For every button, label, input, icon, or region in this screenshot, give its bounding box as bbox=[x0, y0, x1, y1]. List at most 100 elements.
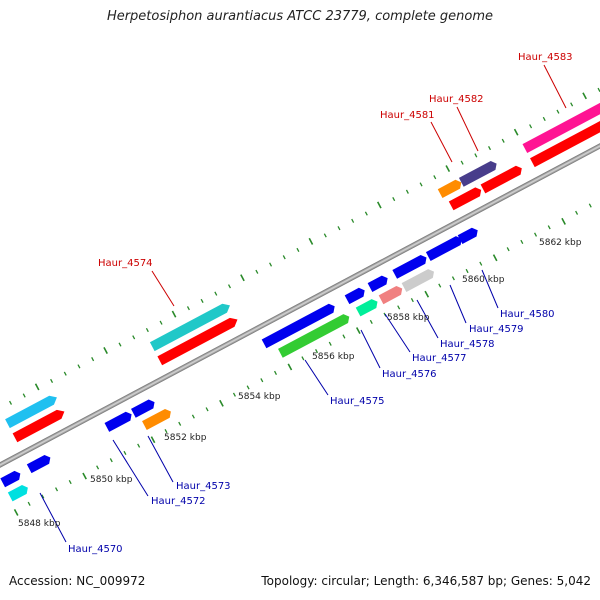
svg-text:Haur_4573: Haur_4573 bbox=[176, 481, 231, 492]
genome-strip bbox=[0, 87, 600, 516]
label-haur-4582[interactable]: Haur_4582 bbox=[429, 94, 484, 152]
major-tick bbox=[34, 383, 40, 391]
label-haur-4574[interactable]: Haur_4574 bbox=[98, 258, 175, 307]
minor-tick bbox=[342, 334, 346, 339]
major-tick bbox=[219, 399, 224, 407]
minor-tick bbox=[419, 182, 423, 187]
gene-haur-4578[interactable] bbox=[401, 267, 437, 292]
scale-label: 5856 kbp bbox=[312, 352, 355, 362]
minor-tick bbox=[145, 327, 149, 333]
minor-tick bbox=[547, 225, 551, 230]
minor-tick bbox=[323, 233, 327, 238]
minor-tick bbox=[556, 109, 560, 114]
gene-haur-4570[interactable] bbox=[0, 469, 22, 488]
label-haur-4581[interactable]: Haur_4581 bbox=[380, 110, 453, 163]
minor-tick bbox=[460, 160, 464, 165]
gene-block-forward-red-1[interactable] bbox=[12, 407, 67, 443]
gene-block-forward-red-5[interactable] bbox=[530, 114, 600, 168]
minor-tick bbox=[506, 247, 510, 252]
label-haur-4580[interactable]: Haur_4580 bbox=[481, 269, 555, 320]
scale-label: 5858 kbp bbox=[387, 313, 430, 323]
gene-haur-4575-green[interactable] bbox=[278, 312, 352, 358]
minor-tick bbox=[191, 414, 195, 419]
major-tick bbox=[376, 201, 382, 209]
topology-text: Topology: circular; Length: 6,346,587 bp… bbox=[261, 574, 591, 588]
label-haur-4579[interactable]: Haur_4579 bbox=[449, 284, 524, 335]
feature-tracks bbox=[0, 100, 600, 502]
minor-tick bbox=[364, 211, 368, 216]
major-tick bbox=[492, 254, 498, 262]
scale-label: 5850 kbp bbox=[90, 475, 133, 485]
gene-haur-4583[interactable] bbox=[522, 100, 600, 153]
label-haur-4577[interactable]: Haur_4577 bbox=[384, 313, 467, 364]
minor-tick bbox=[269, 262, 273, 267]
minor-tick bbox=[474, 153, 478, 158]
minor-tick bbox=[433, 175, 437, 180]
svg-text:Haur_4574: Haur_4574 bbox=[98, 258, 153, 269]
gene-haur-4572[interactable] bbox=[104, 410, 134, 432]
scale-labels: 5848 kbp 5850 kbp 5852 kbp 5854 kbp 5856… bbox=[18, 238, 582, 529]
gene-block-reverse-1[interactable] bbox=[26, 453, 53, 474]
major-tick bbox=[308, 237, 314, 245]
scale-label: 5860 kbp bbox=[462, 275, 505, 285]
minor-tick bbox=[465, 268, 469, 274]
gene-haur-4579[interactable] bbox=[392, 253, 428, 279]
gene-block-inner-1[interactable] bbox=[7, 483, 30, 502]
minor-tick bbox=[27, 501, 31, 506]
minor-tick bbox=[50, 378, 54, 384]
svg-text:Haur_4570: Haur_4570 bbox=[68, 544, 123, 555]
svg-text:Haur_4575: Haur_4575 bbox=[330, 396, 385, 407]
tick-row-top bbox=[9, 87, 600, 405]
major-tick bbox=[582, 92, 587, 100]
svg-text:Haur_4580: Haur_4580 bbox=[500, 309, 555, 320]
svg-text:Haur_4581: Haur_4581 bbox=[380, 110, 435, 121]
label-haur-4583[interactable]: Haur_4583 bbox=[518, 52, 573, 109]
minor-tick bbox=[575, 210, 579, 215]
minor-tick bbox=[282, 255, 286, 260]
gene-haur-4580[interactable] bbox=[425, 234, 464, 261]
gene-haur-4581[interactable] bbox=[437, 178, 464, 199]
gene-block-forward-red-4[interactable] bbox=[480, 164, 525, 194]
scale-label: 5862 kbp bbox=[539, 238, 582, 248]
label-haur-4573[interactable]: Haur_4573 bbox=[147, 435, 231, 492]
gene-haur-4582[interactable] bbox=[458, 159, 499, 187]
minor-tick bbox=[351, 218, 355, 223]
gene-block-reverse-4[interactable] bbox=[367, 274, 390, 292]
tick-row-bottom bbox=[13, 203, 592, 516]
gene-block-forward-red-3[interactable] bbox=[448, 185, 484, 211]
minor-tick bbox=[137, 443, 141, 448]
major-tick bbox=[103, 347, 108, 354]
gene-block-reverse-3[interactable] bbox=[344, 286, 367, 305]
major-tick bbox=[513, 128, 519, 136]
minor-tick bbox=[186, 306, 190, 311]
gene-block-forward-red-2[interactable] bbox=[157, 315, 239, 366]
gene-haur-4573[interactable] bbox=[142, 407, 173, 431]
minor-tick bbox=[451, 276, 455, 281]
map-title: Herpetosiphon aurantiacus ATCC 23779, co… bbox=[106, 9, 494, 24]
gene-block-reverse-5[interactable] bbox=[457, 226, 480, 245]
svg-text:Haur_4576: Haur_4576 bbox=[382, 369, 437, 380]
gene-block-reverse-2[interactable] bbox=[131, 398, 157, 418]
minor-tick bbox=[63, 371, 67, 376]
svg-text:Haur_4577: Haur_4577 bbox=[412, 353, 467, 364]
gene-haur-4575[interactable] bbox=[261, 302, 337, 349]
gene-haur-4574[interactable] bbox=[149, 301, 232, 352]
gene-haur-4576[interactable] bbox=[355, 297, 380, 317]
minor-tick bbox=[96, 465, 100, 470]
label-haur-4575[interactable]: Haur_4575 bbox=[304, 359, 385, 407]
label-haur-4572[interactable]: Haur_4572 bbox=[112, 439, 206, 507]
scale-label: 5854 kbp bbox=[238, 392, 281, 402]
minor-tick bbox=[255, 269, 259, 274]
minor-tick bbox=[118, 342, 122, 347]
gene-block-forward-cyan-1[interactable] bbox=[5, 393, 59, 429]
gene-haur-4577[interactable] bbox=[378, 284, 405, 305]
minor-tick bbox=[588, 203, 592, 208]
scale-label: 5848 kbp bbox=[18, 519, 61, 529]
genome-backbone bbox=[0, 134, 600, 477]
minor-tick bbox=[246, 385, 250, 390]
label-haur-4576[interactable]: Haur_4576 bbox=[360, 329, 437, 380]
label-haur-4578[interactable]: Haur_4578 bbox=[416, 299, 495, 350]
label-haur-4570[interactable]: Haur_4570 bbox=[39, 492, 123, 555]
gene-labels: Haur_4570 Haur_4572 Haur_4573 Haur_4574 … bbox=[39, 52, 573, 555]
